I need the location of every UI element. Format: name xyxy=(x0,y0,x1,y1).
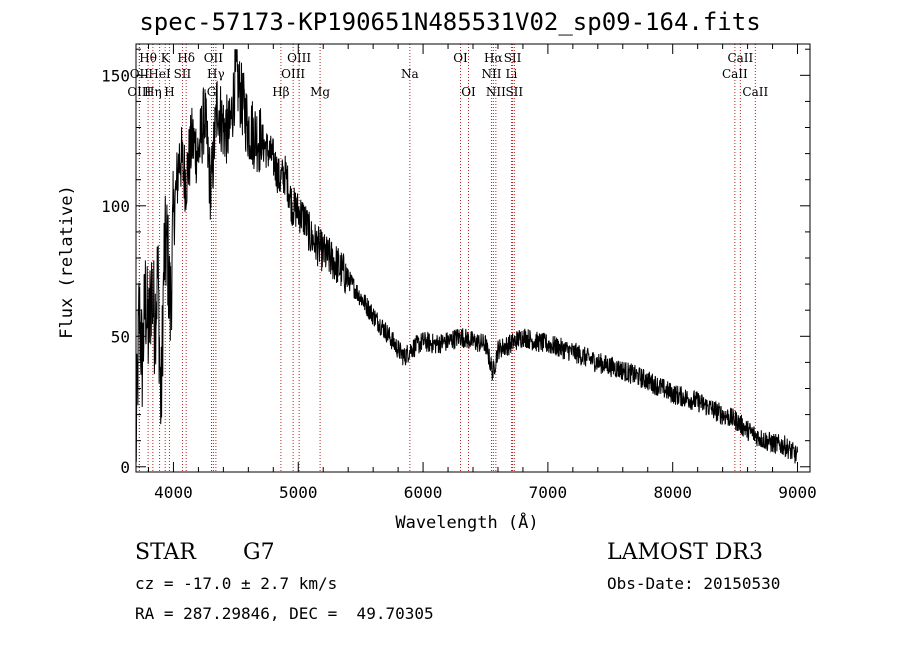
chart-title: spec-57173-KP190651N485531V02_sp09-164.f… xyxy=(139,8,761,36)
line-marker-label: OIII xyxy=(127,85,151,99)
line-marker-label: OIII xyxy=(287,51,311,65)
spectrum-line xyxy=(135,49,798,464)
line-marker-label: H xyxy=(164,85,174,99)
line-marker-label: Li xyxy=(506,67,518,81)
axis-ticks: 4000 5000 6000 7000 8000 9000 0 50 100 150 xyxy=(101,44,817,502)
x-tick-label: 9000 xyxy=(778,483,817,502)
line-marker-label: SII xyxy=(504,51,522,65)
y-axis-label: Flux (relative) xyxy=(57,185,77,339)
survey-name: LAMOST DR3 xyxy=(607,540,763,565)
y-tick-label: 50 xyxy=(111,327,130,346)
line-marker-label: Hδ xyxy=(177,51,195,65)
line-marker-label: HeI xyxy=(148,67,171,81)
line-marker-label: NII xyxy=(481,67,501,81)
line-marker-label: K xyxy=(161,51,171,65)
line-marker-label: OI xyxy=(461,85,476,99)
x-tick-label: 7000 xyxy=(529,483,568,502)
line-marker-label: Hη xyxy=(144,85,162,99)
y-tick-label: 150 xyxy=(101,66,130,85)
line-marker-label: OI xyxy=(453,51,468,65)
line-marker-label: Hα xyxy=(484,51,503,65)
line-marker-label: Hγ xyxy=(207,67,225,81)
line-marker-label: SII xyxy=(505,85,523,99)
line-marker-label: SII xyxy=(174,67,192,81)
object-subclass: G7 xyxy=(243,540,275,565)
line-marker-label: OII xyxy=(130,67,150,81)
y-tick-label: 0 xyxy=(120,458,130,477)
object-class: STAR xyxy=(135,540,196,565)
y-tick-label: 100 xyxy=(101,197,130,216)
line-marker-label: CaII xyxy=(727,51,753,65)
x-tick-label: 5000 xyxy=(279,483,318,502)
x-axis-label: Wavelength (Å) xyxy=(395,511,538,533)
line-marker-label: Mg xyxy=(310,85,330,99)
line-marker-label: Na xyxy=(401,67,419,81)
line-marker-label: G xyxy=(207,85,217,99)
line-marker-label: NII xyxy=(486,85,506,99)
line-marker-label: Hβ xyxy=(272,85,289,99)
line-marker-label: CaII xyxy=(742,85,768,99)
spectrum-series xyxy=(135,49,798,464)
line-marker-label: OII xyxy=(204,51,224,65)
observation-date: Obs-Date: 20150530 xyxy=(607,574,781,593)
line-marker-label: Hθ xyxy=(139,51,157,65)
coordinates: RA = 287.29846, DEC = 49.70305 xyxy=(135,604,434,623)
line-marker-label: CaII xyxy=(722,67,748,81)
line-marker-label: OIII xyxy=(281,67,305,81)
x-tick-label: 6000 xyxy=(404,483,443,502)
x-tick-label: 4000 xyxy=(154,483,193,502)
redshift-cz: cz = -17.0 ± 2.7 km/s xyxy=(135,574,338,593)
line-marker-labels: Hθ OII OIII K HeI Hη H Hδ SII OII Hγ G OIII OIII Hβ Mg N… xyxy=(127,51,768,99)
x-tick-label: 8000 xyxy=(653,483,692,502)
